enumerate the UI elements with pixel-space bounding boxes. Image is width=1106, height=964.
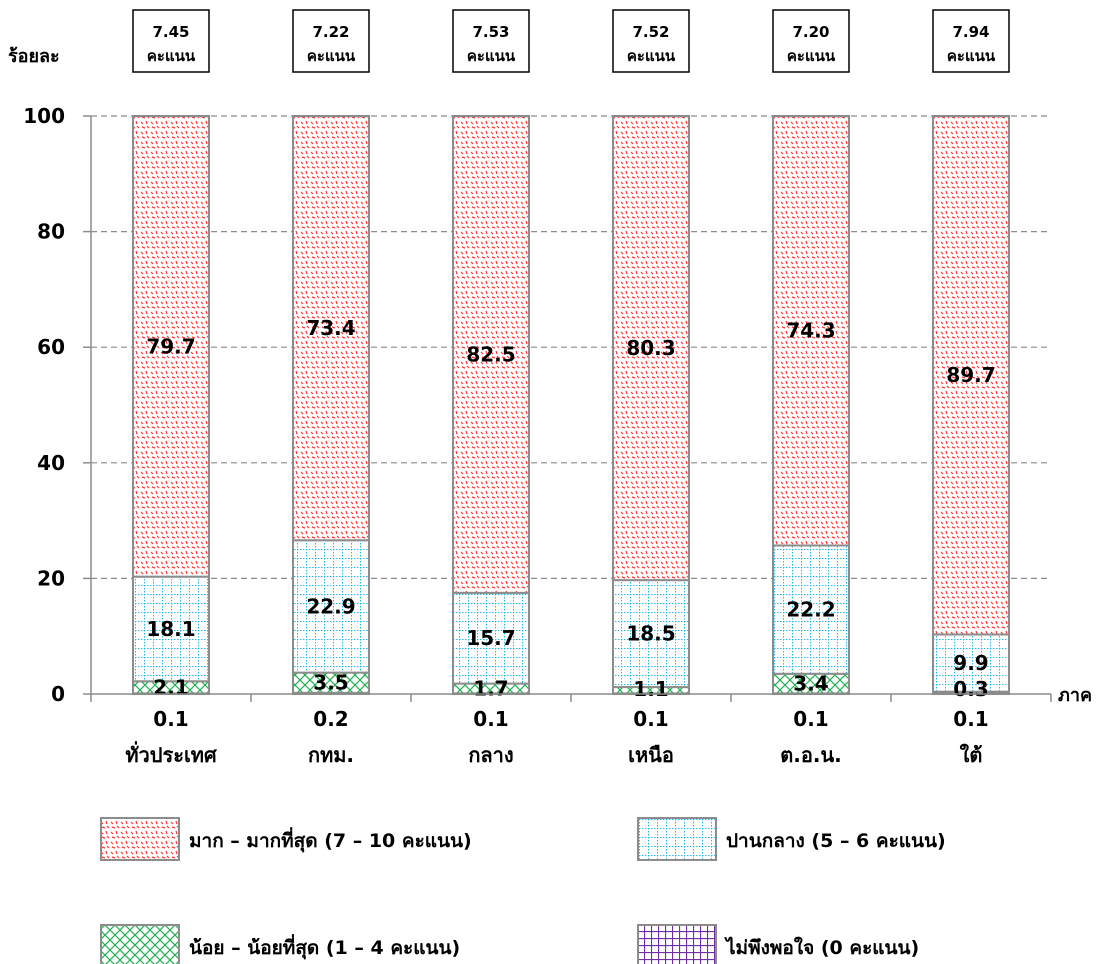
legend-swatch — [100, 817, 180, 861]
bar-segment — [772, 115, 850, 547]
score-box — [932, 9, 1010, 73]
data-label: 79.7 — [146, 334, 195, 358]
legend-label: มาก – มากที่สุด (7 – 10 คะแนน) — [189, 827, 472, 853]
data-label: 1.7 — [473, 677, 508, 701]
y-tick-label: 20 — [37, 566, 65, 590]
legend-label: ปานกลาง (5 – 6 คะแนน) — [726, 830, 946, 852]
data-label: 0.1 — [153, 707, 188, 731]
data-label: 3.5 — [313, 671, 348, 695]
category-label: ใต้ — [960, 743, 983, 767]
legend-label: น้อย – น้อยที่สุด (1 – 4 คะแนน) — [189, 934, 460, 960]
data-label: 3.4 — [793, 672, 828, 696]
y-axis-label: ร้อยละ — [8, 46, 60, 67]
category-label: ต.อ.น. — [780, 743, 841, 767]
score-value: 7.53 — [472, 23, 509, 41]
bars — [132, 115, 1010, 696]
category-label: เหนือ — [628, 743, 674, 767]
data-label: 89.7 — [946, 363, 995, 387]
data-label: 74.3 — [786, 319, 835, 343]
score-value: 7.52 — [632, 23, 669, 41]
data-label: 1.1 — [633, 677, 668, 701]
axes — [83, 115, 1052, 702]
y-tick-label: 80 — [37, 220, 65, 244]
gridlines — [91, 115, 1051, 580]
bar-segment — [932, 115, 1010, 636]
data-label: 9.9 — [953, 651, 988, 675]
data-label: 0.1 — [953, 707, 988, 731]
data-label: 18.1 — [146, 617, 195, 641]
score-box — [292, 9, 370, 73]
legend-swatch — [100, 924, 180, 964]
score-unit: คะแนน — [147, 47, 196, 65]
score-unit: คะแนน — [307, 47, 356, 65]
x-axis-label: ภาค — [1058, 685, 1092, 706]
score-box — [132, 9, 210, 73]
score-box — [772, 9, 850, 73]
score-box — [452, 9, 530, 73]
y-tick-label: 100 — [23, 104, 65, 128]
y-tick-label: 0 — [51, 682, 65, 706]
score-box — [612, 9, 690, 73]
data-label: 80.3 — [626, 336, 675, 360]
category-label: กลาง — [468, 743, 513, 767]
score-value: 7.45 — [152, 23, 189, 41]
legend-swatch — [637, 817, 717, 861]
bar-segment — [612, 115, 690, 582]
bar-segment — [292, 115, 370, 542]
score-unit: คะแนน — [787, 47, 836, 65]
score-unit: คะแนน — [627, 47, 676, 65]
bar-segment — [932, 633, 1010, 693]
score-unit: คะแนน — [947, 47, 996, 65]
score-value: 7.94 — [952, 23, 989, 41]
data-label: 73.4 — [306, 316, 355, 340]
bar-segment — [452, 115, 530, 594]
data-label: 22.9 — [306, 594, 355, 618]
legend-label: ไม่พึงพอใจ (0 คะแนน) — [724, 936, 919, 959]
y-tick-label: 40 — [37, 451, 65, 475]
category-labels: ทั่วประเทศ กทม. กลาง เหนือ ต.อ.น. ใต้ — [125, 740, 982, 767]
score-value: 7.22 — [312, 23, 349, 41]
y-axis-ticks: 0 20 40 60 80 100 — [23, 104, 65, 706]
score-unit: คะแนน — [467, 47, 516, 65]
score-value: 7.20 — [792, 23, 829, 41]
category-label: ทั่วประเทศ — [125, 740, 218, 767]
data-label: 0.1 — [473, 707, 508, 731]
data-label: 15.7 — [466, 626, 515, 650]
category-label: กทม. — [308, 743, 354, 767]
data-label: 0.1 — [793, 707, 828, 731]
data-label: 0.2 — [313, 707, 348, 731]
data-label: 0.3 — [953, 677, 988, 701]
bar-segment — [132, 115, 210, 578]
data-label: 22.2 — [786, 598, 835, 622]
bar-segment — [612, 579, 690, 689]
score-boxes: 7.45 คะแนน 7.22 คะแนน 7.53 คะแนน 7.52 คะแนน 7.20… — [132, 9, 1010, 73]
legend-swatch — [637, 924, 717, 964]
y-tick-label: 60 — [37, 335, 65, 359]
data-label: 0.1 — [633, 707, 668, 731]
data-label: 2.1 — [153, 675, 188, 699]
data-label: 18.5 — [626, 622, 675, 646]
data-labels: 0.1 2.1 18.1 79.7 0.2 3.5 22.9 73.4 0.1 1.7 15.7 82… — [146, 316, 995, 731]
data-label: 82.5 — [466, 342, 515, 366]
legend: มาก – มากที่สุด (7 – 10 คะแนน) ปานกลาง (5… — [100, 817, 946, 964]
bar-segment — [292, 539, 370, 674]
